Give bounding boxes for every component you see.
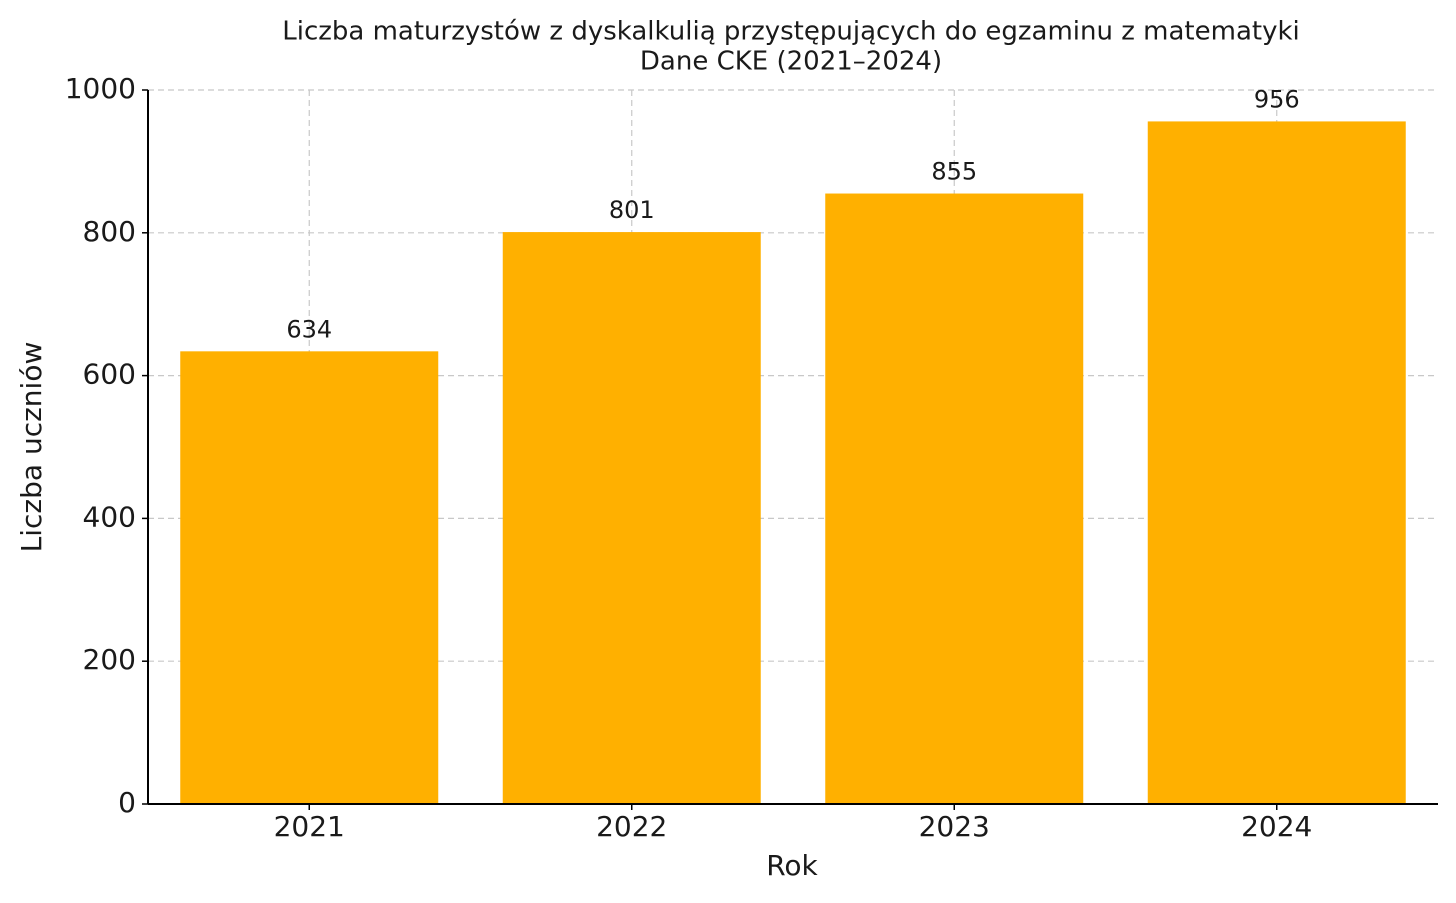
x-tick-label: 2024 [1241, 810, 1312, 843]
chart-subtitle: Dane CKE (2021–2024) [640, 47, 942, 77]
x-axis-label: Rok [766, 849, 818, 882]
bar [502, 232, 761, 804]
y-tick-label: 0 [118, 786, 136, 819]
y-tick-label: 400 [83, 500, 136, 533]
y-tick-label: 1000 [65, 72, 136, 105]
bar [825, 193, 1084, 804]
bar [180, 351, 439, 804]
chart-title: Liczba maturzystów z dyskalkulią przystę… [282, 17, 1300, 47]
bar [1147, 121, 1406, 804]
data-label: 634 [286, 315, 332, 343]
data-label: 801 [609, 196, 655, 224]
x-tick-label: 2022 [596, 810, 667, 843]
y-tick-label: 800 [83, 215, 136, 248]
x-tick-label: 2021 [274, 810, 345, 843]
data-label: 956 [1254, 85, 1300, 113]
y-tick-label: 600 [83, 358, 136, 391]
y-tick-label: 200 [83, 643, 136, 676]
x-tick-label: 2023 [919, 810, 990, 843]
data-label: 855 [931, 158, 977, 186]
y-axis-label: Liczba uczniów [15, 342, 48, 553]
plot [180, 121, 1406, 804]
